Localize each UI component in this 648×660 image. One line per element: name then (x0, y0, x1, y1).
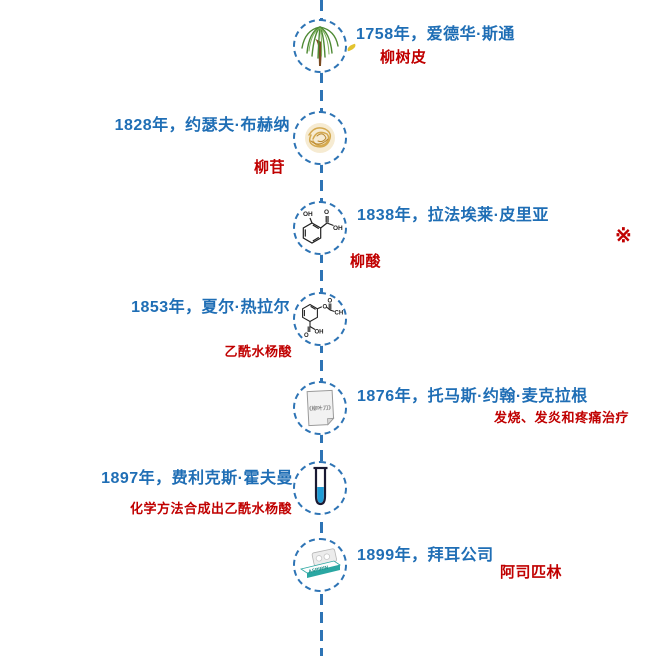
reference-asterisk: ※ (615, 225, 632, 247)
aspirin-package-icon: ASPIRIN (300, 548, 341, 578)
entry-title-1897: 1897年，费利克斯·霍夫曼 (101, 470, 293, 487)
entry-title-1758: 1758年，爱德华·斯通 (356, 26, 515, 43)
structure-label-ring-oh: OH (303, 211, 313, 218)
aspirin-structure-icon: O O CH₃ O OH (302, 299, 344, 339)
timeline-node-1897 (293, 461, 347, 515)
timeline-node-1899: ASPIRIN (293, 538, 347, 592)
timeline-node-1758 (293, 19, 347, 73)
timeline-node-1853: O O CH₃ O OH (293, 292, 347, 346)
entry-title-1828: 1828年，约瑟夫·布赫纳 (114, 117, 290, 134)
falling-leaf-icon (346, 43, 357, 52)
timeline-node-1876: 《柳叶刀》 (293, 381, 347, 435)
entry-annotation-1876: 发烧、发炎和疼痛治疗 (494, 410, 630, 425)
willow-tree-icon (301, 26, 339, 66)
salicylic-acid-structure-icon: OH O OH (302, 209, 343, 244)
entry-title-1876: 1876年，托马斯·约翰·麦克拉根 (357, 388, 588, 405)
salicin-extract-icon (305, 123, 335, 153)
structure-label-carbonyl-o: O (324, 209, 329, 216)
structure-label-acid-o: O (304, 333, 309, 339)
timeline-node-1838: OH O OH (293, 201, 347, 255)
entry-annotation-1838: 柳酸 (350, 253, 382, 270)
entry-title-1899: 1899年，拜耳公司 (357, 547, 494, 564)
entry-annotation-1828: 柳苷 (254, 159, 286, 176)
lancet-journal-icon: 《柳叶刀》 (306, 389, 335, 427)
structure-label-methyl: CH₃ (335, 311, 344, 317)
entry-annotation-1897: 化学方法合成出乙酰水杨酸 (129, 501, 292, 516)
structure-label-carbonyl-o: O (328, 299, 333, 305)
timeline-node-1828 (293, 111, 347, 165)
entry-annotation-1853: 乙酰水杨酸 (224, 344, 292, 359)
test-tube-icon (313, 466, 328, 506)
entry-title-1838: 1838年，拉法埃莱·皮里亚 (357, 207, 549, 224)
structure-label-ester-o: O (323, 305, 328, 311)
lancet-journal-label: 《柳叶刀》 (306, 403, 334, 412)
entry-annotation-1899: 阿司匹林 (500, 564, 563, 581)
structure-label-acid-oh: OH (333, 225, 343, 232)
aspirin-package-label: ASPIRIN (308, 565, 329, 575)
structure-label-acid-oh: OH (315, 330, 324, 336)
entry-title-1853: 1853年，夏尔·热拉尔 (131, 299, 290, 316)
entry-annotation-1758: 柳树皮 (380, 49, 427, 66)
